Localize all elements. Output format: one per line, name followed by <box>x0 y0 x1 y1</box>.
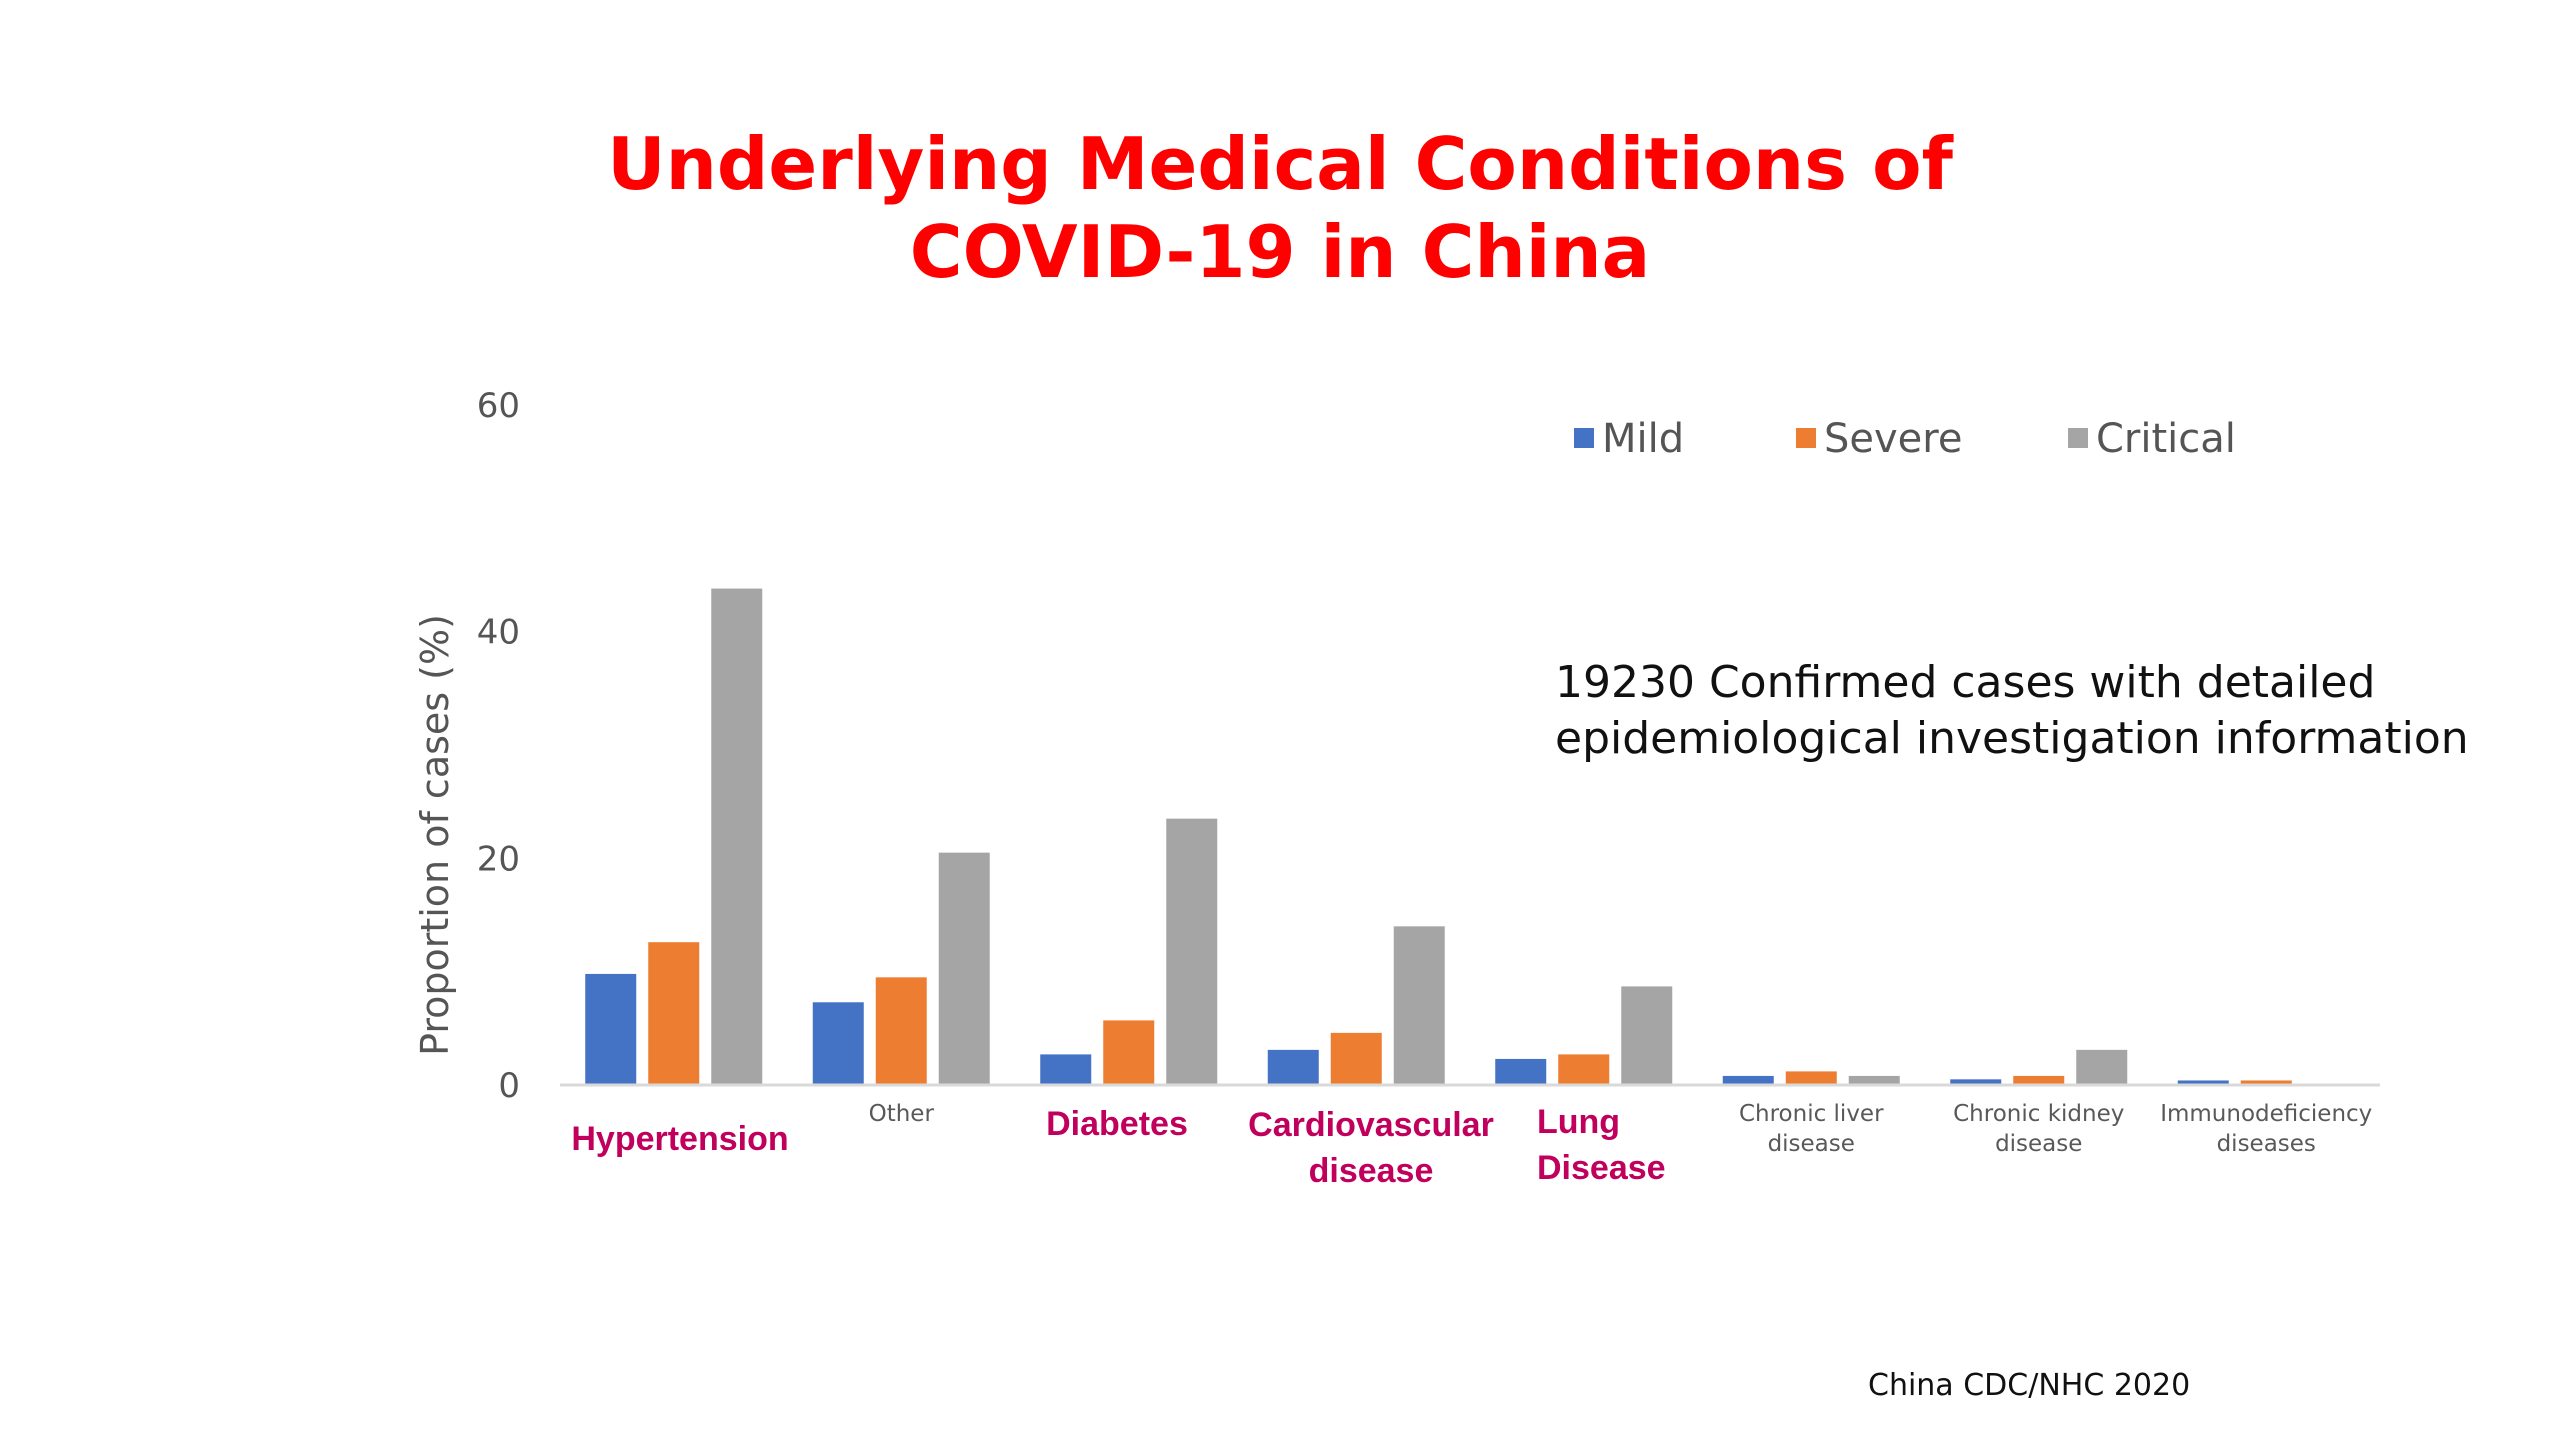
category-label-5-line-0: Chronic liver <box>1739 1101 1884 1127</box>
bar-critical-1 <box>938 852 990 1085</box>
source-citation: China CDC/NHC 2020 <box>1868 1368 2191 1403</box>
highlighted-label-4-line-0: Lung <box>1537 1103 1620 1141</box>
bar-severe-5 <box>1785 1071 1837 1085</box>
bar-mild-6 <box>1950 1079 2002 1085</box>
bar-mild-0 <box>585 973 637 1085</box>
bar-mild-7 <box>2177 1080 2229 1085</box>
y-tick-label-2: 40 <box>477 613 520 653</box>
bar-critical-2 <box>1166 818 1218 1085</box>
legend-label-critical: Critical <box>2096 416 2236 462</box>
bar-mild-4 <box>1495 1058 1547 1085</box>
y-tick-label-1: 20 <box>477 839 520 879</box>
legend-swatch-severe <box>1796 428 1816 448</box>
bar-mild-2 <box>1040 1054 1092 1085</box>
bar-severe-0 <box>648 942 700 1085</box>
bar-critical-3 <box>1393 926 1445 1085</box>
highlighted-label-3-line-1: disease <box>1309 1152 1434 1190</box>
bar-severe-7 <box>2240 1080 2292 1085</box>
bar-mild-1 <box>812 1002 864 1085</box>
bar-critical-5 <box>1848 1075 1900 1085</box>
bar-critical-0 <box>711 588 763 1085</box>
category-label-1-line-0: Other <box>869 1101 935 1127</box>
title-line-2: COVID-19 in China <box>909 210 1651 294</box>
bar-severe-2 <box>1103 1020 1155 1085</box>
legend-swatch-mild <box>1574 428 1594 448</box>
legend-swatch-critical <box>2068 428 2088 448</box>
bar-severe-3 <box>1330 1032 1382 1085</box>
legend-label-severe: Severe <box>1824 416 1962 462</box>
category-label-7-line-1: diseases <box>2217 1131 2316 1157</box>
y-tick-label-0: 0 <box>498 1066 520 1106</box>
highlighted-label-2-line-0: Diabetes <box>1046 1105 1188 1143</box>
bar-critical-6 <box>2076 1049 2128 1085</box>
highlighted-label-0-line-0: Hypertension <box>571 1120 788 1158</box>
bar-critical-4 <box>1621 986 1673 1085</box>
category-label-6-line-0: Chronic kidney <box>1953 1101 2124 1127</box>
annotation-line-1: 19230 Confirmed cases with detailed <box>1555 657 2376 708</box>
highlighted-label-4-line-1: Disease <box>1537 1149 1666 1187</box>
case-count-annotation: 19230 Confirmed cases with detailed epid… <box>1555 655 2469 767</box>
title-line-1: Underlying Medical Conditions of <box>607 122 1953 206</box>
y-axis-label: Proportion of cases (%) <box>413 614 457 1056</box>
category-label-7-line-0: Immunodeficiency <box>2160 1101 2372 1127</box>
slide-title: Underlying Medical Conditions of COVID-1… <box>0 120 2560 296</box>
bar-mild-5 <box>1722 1075 1774 1085</box>
bar-severe-6 <box>2013 1075 2065 1085</box>
legend-label-mild: Mild <box>1602 416 1684 462</box>
y-tick-label-3: 60 <box>477 386 520 426</box>
annotation-line-2: epidemiological investigation informatio… <box>1555 713 2469 764</box>
highlighted-label-3-line-0: Cardiovascular <box>1248 1106 1494 1144</box>
category-label-5-line-1: disease <box>1768 1131 1855 1157</box>
bar-severe-1 <box>875 977 927 1085</box>
category-label-6-line-1: disease <box>1995 1131 2082 1157</box>
bar-mild-3 <box>1267 1049 1319 1085</box>
bar-severe-4 <box>1558 1054 1610 1085</box>
